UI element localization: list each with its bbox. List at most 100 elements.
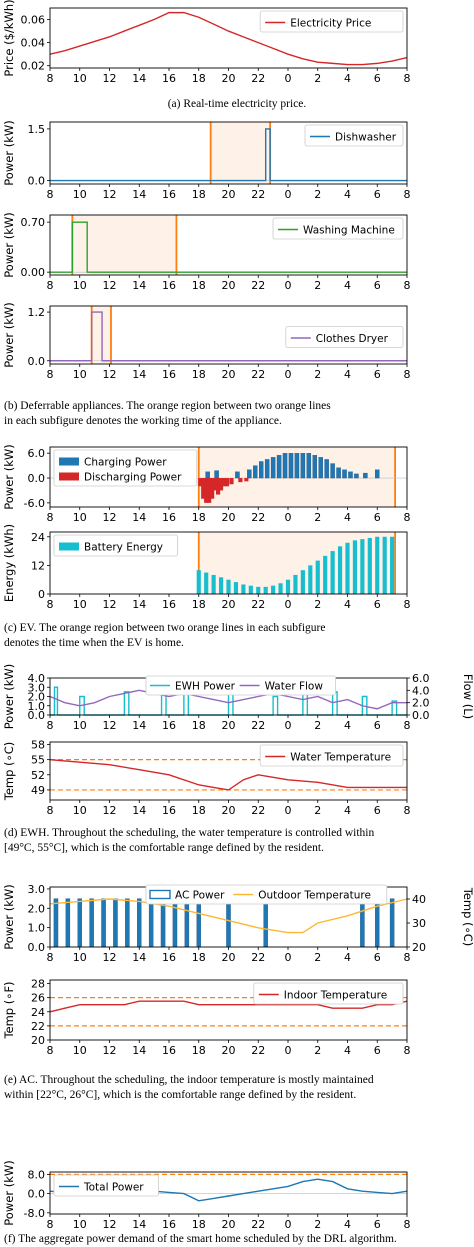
window-region bbox=[72, 215, 177, 275]
x-tick-label: 20 bbox=[222, 1218, 236, 1231]
bar bbox=[263, 898, 268, 948]
bar bbox=[306, 453, 312, 479]
x-tick-label: 22 bbox=[251, 719, 265, 732]
bar bbox=[229, 478, 234, 485]
legend-box bbox=[145, 884, 388, 905]
x-tick-label: 2 bbox=[314, 804, 321, 817]
x-tick-label: 18 bbox=[192, 511, 206, 524]
x-tick-label: 16 bbox=[162, 719, 176, 732]
x-tick-label: 18 bbox=[192, 368, 206, 381]
x-tick-label: 4 bbox=[344, 804, 351, 817]
x-tick-label: 10 bbox=[73, 72, 87, 85]
x-tick-label: 10 bbox=[73, 368, 87, 381]
y2-tick-label: 0.0 bbox=[412, 709, 430, 722]
bar bbox=[226, 898, 231, 948]
bar bbox=[244, 478, 249, 482]
bar bbox=[213, 478, 218, 491]
x-tick-label: 6 bbox=[374, 719, 381, 732]
x-tick-label: 4 bbox=[344, 951, 351, 964]
series-line bbox=[50, 311, 407, 362]
caption-f-line1: (f) The aggregate power demand of the sm… bbox=[4, 1233, 397, 1245]
x-tick-label: 6 bbox=[374, 951, 381, 964]
bar bbox=[53, 898, 59, 948]
x-tick-label: 2 bbox=[314, 72, 321, 85]
x-tick-label: 8 bbox=[47, 72, 54, 85]
x-tick-label: 14 bbox=[132, 368, 146, 381]
y2-tick-label: 6.0 bbox=[412, 672, 430, 685]
caption-d-line1: (d) EWH. Throughout the scheduling, the … bbox=[4, 827, 375, 839]
x-tick-label: 20 bbox=[222, 598, 236, 611]
x-tick-label: 12 bbox=[103, 1218, 117, 1231]
x-tick-label: 0 bbox=[285, 598, 292, 611]
x-tick-label: 6 bbox=[374, 804, 381, 817]
legend-label: Water Flow bbox=[265, 681, 324, 693]
legend-label: Total Power bbox=[83, 1182, 144, 1194]
x-tick-label: 8 bbox=[404, 951, 411, 964]
bar bbox=[256, 586, 261, 594]
x-tick-label: 20 bbox=[222, 368, 236, 381]
bar bbox=[288, 453, 294, 479]
bar bbox=[238, 478, 243, 483]
y2-tick-label: 4.0 bbox=[412, 684, 430, 697]
bar bbox=[258, 461, 264, 479]
y-tick-label: 20 bbox=[31, 1034, 45, 1047]
y-tick-label: 1.0 bbox=[28, 700, 46, 713]
bar bbox=[354, 473, 359, 479]
bar bbox=[360, 539, 365, 594]
x-tick-label: 6 bbox=[374, 1218, 381, 1231]
bar bbox=[323, 555, 328, 594]
x-tick-label: 8 bbox=[404, 1044, 411, 1057]
x-tick-label: 14 bbox=[132, 951, 146, 964]
x-tick-label: 10 bbox=[73, 1218, 87, 1231]
x-tick-label: 20 bbox=[222, 1044, 236, 1057]
x-tick-label: 12 bbox=[103, 951, 117, 964]
y2-tick-label: 30 bbox=[412, 917, 426, 930]
x-tick-label: 14 bbox=[132, 511, 146, 524]
y2-axis-label: Temp (∘C) bbox=[461, 887, 474, 947]
bar bbox=[247, 469, 252, 479]
x-tick-label: 14 bbox=[132, 719, 146, 732]
bar bbox=[77, 898, 82, 948]
x-tick-label: 2 bbox=[314, 279, 321, 292]
x-tick-label: 20 bbox=[222, 72, 236, 85]
bar bbox=[300, 570, 305, 594]
x-tick-label: 22 bbox=[251, 804, 265, 817]
x-tick-label: 20 bbox=[222, 279, 236, 292]
caption-e-line1: (e) AC. Throughout the scheduling, the i… bbox=[4, 1074, 374, 1086]
bar bbox=[390, 536, 395, 594]
x-tick-label: 2 bbox=[314, 1044, 321, 1057]
bar bbox=[270, 457, 276, 479]
x-tick-label: 20 bbox=[222, 804, 236, 817]
bar bbox=[198, 478, 203, 487]
x-tick-label: 8 bbox=[47, 598, 54, 611]
window-region bbox=[91, 306, 111, 364]
y-tick-label: 0.00 bbox=[21, 266, 46, 279]
bar bbox=[276, 455, 282, 479]
bar bbox=[204, 572, 209, 594]
x-tick-label: 14 bbox=[132, 598, 146, 611]
y2-tick-label: 2.0 bbox=[412, 697, 430, 710]
bar bbox=[204, 478, 209, 503]
bar bbox=[315, 560, 320, 594]
y2-tick-label: 40 bbox=[412, 893, 426, 906]
x-tick-label: 6 bbox=[374, 368, 381, 381]
caption-e-line2: within [22°C, 26°C], which is the comfor… bbox=[4, 1089, 357, 1101]
legend-label: Washing Machine bbox=[303, 225, 395, 237]
y-tick-label: 22 bbox=[31, 1020, 45, 1033]
legend-box bbox=[53, 534, 178, 557]
bar bbox=[263, 586, 268, 594]
bar bbox=[308, 565, 313, 594]
x-tick-label: 8 bbox=[47, 1218, 54, 1231]
x-tick-label: 8 bbox=[404, 719, 411, 732]
y-tick-label: 3.0 bbox=[28, 883, 46, 896]
x-tick-label: 22 bbox=[251, 951, 265, 964]
x-tick-label: 0 bbox=[285, 951, 292, 964]
bar bbox=[336, 467, 341, 479]
bar bbox=[125, 898, 130, 948]
legend-box bbox=[259, 10, 404, 33]
